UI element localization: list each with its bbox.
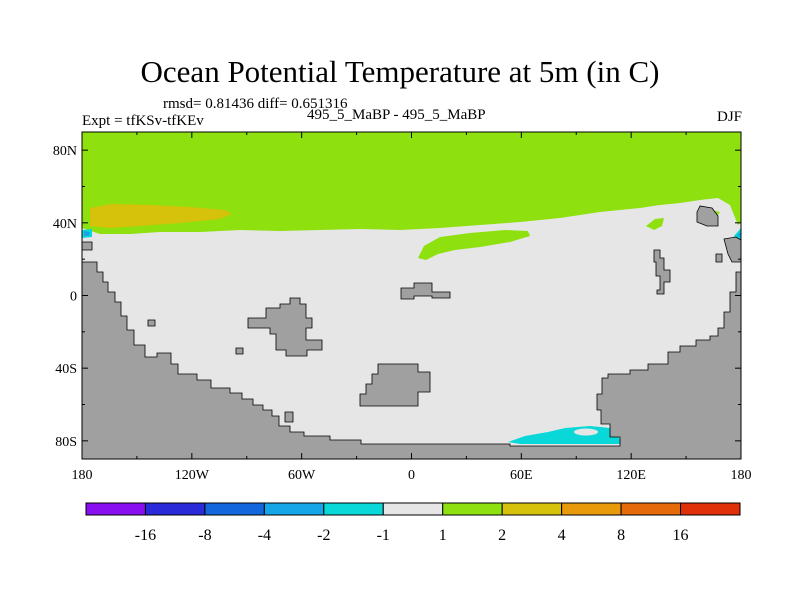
x-tick-label: 180 (731, 468, 752, 483)
x-tick-label: 120W (175, 468, 210, 483)
colorbar-label: -8 (198, 527, 211, 544)
y-tick-label: 0 (70, 290, 77, 305)
colorbar-label: 8 (617, 527, 625, 544)
x-tick-label: 120E (616, 468, 646, 483)
colorbar-box (501, 502, 563, 516)
season-label: DJF (716, 109, 742, 125)
land-small-islands (147, 319, 294, 423)
stats-label: rmsd= 0.81436 diff= 0.651316 (163, 96, 348, 112)
colorbar-box (620, 502, 682, 516)
colorbar-box (442, 502, 503, 516)
colorbar-box (323, 502, 384, 516)
experiments-compared-label: 495_5_MaBP - 495_5_MaBP (307, 107, 486, 123)
contour-ne-patch (646, 218, 664, 230)
colorbar-label: -4 (258, 527, 271, 544)
colorbar-label: -1 (377, 527, 390, 544)
land-masses (81, 205, 742, 460)
x-tick-label: 0 (408, 468, 415, 483)
experiment-label: Expt = tfKSv-tfKEv (82, 113, 204, 129)
colorbar-box (204, 502, 265, 516)
colorbar: -16 -8 -4 -2 -1 1 2 4 8 16 (85, 502, 741, 544)
colorbar-label: 2 (498, 527, 506, 544)
colorbar-label: 1 (439, 527, 447, 544)
contour-north-band (82, 132, 741, 234)
land-south-atlantic-island (359, 363, 431, 407)
contour-yellow-patch (90, 204, 232, 228)
land-center-islands (400, 282, 451, 300)
colorbar-box (382, 502, 444, 516)
x-tick-label: 60W (288, 468, 316, 483)
axes: 180 120W 60W 0 60E 120E 180 80N 40N 0 40S 80S (53, 132, 752, 483)
land-pacific-island (247, 297, 323, 357)
colorbar-box (85, 502, 146, 516)
contour-atlantic-patch (418, 230, 530, 260)
contour-antarctic-hole (574, 428, 598, 436)
colorbar-box (680, 502, 741, 516)
colorbar-label: -2 (317, 527, 330, 544)
land-east-islands (653, 205, 742, 295)
contour-east-edge-blue (737, 232, 741, 238)
colorbar-label: 4 (558, 527, 566, 544)
chart-title: Ocean Potential Temperature at 5m (in C) (140, 54, 660, 89)
colorbar-box (144, 502, 206, 516)
y-tick-label: 40N (53, 217, 77, 232)
x-tick-label: 180 (72, 468, 93, 483)
colorbar-box (561, 502, 622, 516)
map-plot (81, 131, 742, 460)
y-tick-label: 40S (55, 362, 77, 377)
y-tick-label: 80S (55, 435, 77, 450)
y-tick-label: 80N (53, 144, 77, 159)
colorbar-box (263, 502, 325, 516)
colorbar-label: -16 (135, 527, 156, 544)
colorbar-label: 16 (673, 527, 689, 544)
contour-west-edge-blue (84, 231, 90, 236)
x-tick-label: 60E (510, 468, 533, 483)
